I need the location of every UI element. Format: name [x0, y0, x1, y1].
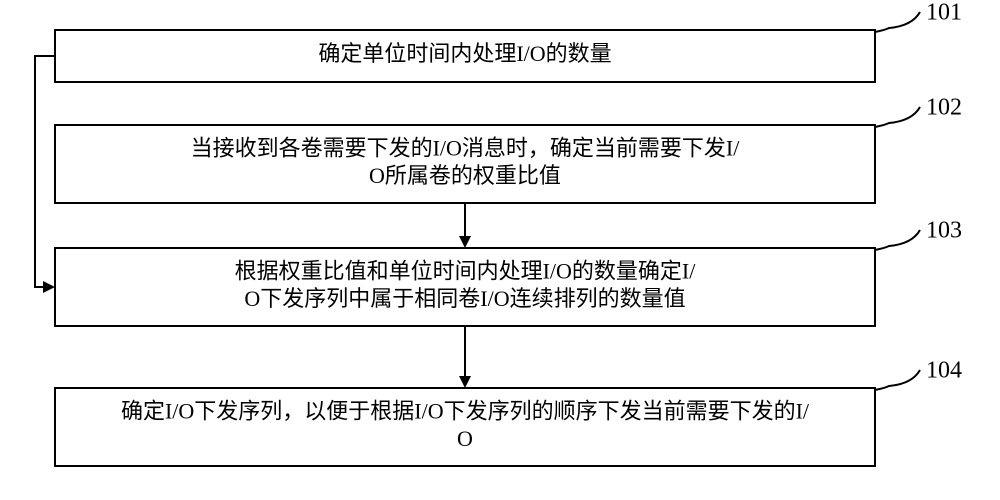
arrowhead	[459, 376, 471, 388]
flow-node-text-n3-0: 根据权重比值和单位时间内处理I/O的数量确定I/	[235, 258, 697, 283]
node-label-n4: 104	[926, 358, 962, 384]
label-connector-n2	[875, 107, 920, 127]
edge-n1-n3	[35, 56, 55, 287]
node-label-n2: 102	[926, 95, 962, 121]
flow-node-text-n3-1: O下发序列中属于相同卷I/O连续排列的数量值	[244, 286, 685, 311]
label-connector-n4	[875, 370, 920, 390]
flow-node-text-n1-0: 确定单位时间内处理I/O的数量	[318, 41, 611, 66]
label-connector-n3	[875, 230, 920, 250]
flow-node-text-n4-1: O	[457, 426, 473, 451]
node-label-n3: 103	[926, 218, 962, 244]
flow-node-text-n4-0: 确定I/O下发序列，以便于根据I/O下发序列的顺序下发当前需要下发的I/	[121, 398, 810, 423]
arrowhead	[43, 281, 55, 293]
node-label-n1: 101	[926, 0, 962, 26]
arrowhead	[459, 236, 471, 248]
label-connector-n1	[875, 12, 920, 32]
flow-node-text-n2-1: O所属卷的权重比值	[369, 163, 561, 188]
flow-node-text-n2-0: 当接收到各卷需要下发的I/O消息时，确定当前需要下发I/	[191, 135, 741, 160]
